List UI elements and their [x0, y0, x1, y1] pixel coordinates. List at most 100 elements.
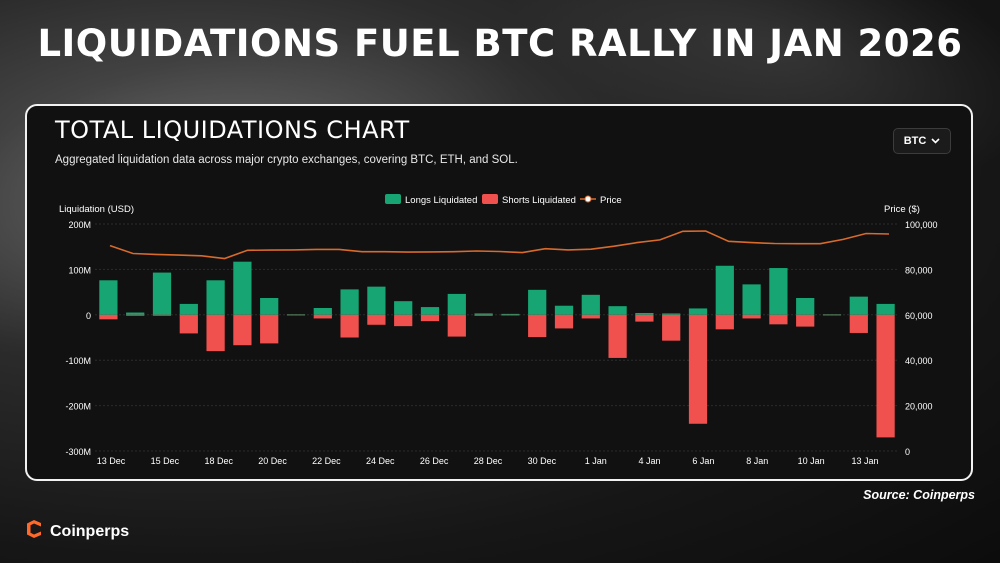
- longs-bar: [528, 289, 547, 315]
- shorts-bar: [688, 314, 708, 424]
- longs-bar: [367, 286, 386, 315]
- longs-bar: [474, 313, 493, 315]
- x-tick-label: 18 Dec: [204, 456, 233, 466]
- legend: Longs Liquidated Shorts Liquidated Price: [385, 194, 622, 206]
- longs-bar: [394, 301, 413, 315]
- legend-swatch-shorts: [482, 194, 498, 204]
- x-tick-label: 8 Jan: [746, 456, 768, 466]
- x-tick-label: 26 Dec: [420, 456, 449, 466]
- y-tick-label-right: 20,000: [905, 402, 933, 412]
- longs-bar: [286, 314, 306, 315]
- shorts-bar: [313, 314, 332, 319]
- chart-title: TOTAL LIQUIDATIONS CHART: [55, 116, 410, 144]
- x-tick-label: 13 Jan: [851, 456, 878, 466]
- brand-name: Coinperps: [50, 522, 130, 540]
- y-tick-label-left: -100M: [65, 356, 91, 366]
- x-tick-label: 15 Dec: [151, 456, 180, 466]
- shorts-bar: [849, 314, 868, 333]
- shorts-bar: [715, 314, 734, 330]
- shorts-bar: [126, 314, 145, 316]
- shorts-bar: [179, 314, 198, 334]
- x-tick-label: 13 Dec: [97, 456, 126, 466]
- y-axis-title-right: Price ($): [884, 204, 920, 215]
- legend-label-longs: Longs Liquidated: [405, 195, 477, 206]
- longs-bar: [152, 272, 172, 315]
- liquidations-chart: 200M 100,000 100M 80,000 0 60,000 -100M 40,000 -…: [59, 194, 938, 466]
- bars: [99, 261, 895, 438]
- asset-selector-label: BTC: [903, 135, 927, 147]
- longs-bar: [420, 307, 440, 315]
- source-credit: Source: Coinperps: [863, 488, 975, 502]
- longs-bar: [313, 307, 332, 315]
- y-tick-label-left: 0: [86, 311, 91, 321]
- longs-bar: [635, 312, 654, 315]
- x-tick-label: 4 Jan: [639, 456, 661, 466]
- x-tick-label: 28 Dec: [474, 456, 503, 466]
- shorts-bar: [662, 314, 681, 341]
- shorts-bar: [876, 314, 895, 438]
- x-tick-label: 6 Jan: [692, 456, 714, 466]
- shorts-bar: [233, 314, 252, 346]
- y-tick-label-left: -200M: [65, 402, 91, 412]
- shorts-bar: [581, 314, 600, 319]
- shorts-bar: [367, 314, 386, 325]
- chart-subtitle: Aggregated liquidation data across major…: [55, 154, 518, 166]
- longs-bar: [822, 314, 842, 315]
- y-tick-label-right: 80,000: [905, 265, 933, 275]
- longs-bar: [769, 268, 788, 315]
- price-line: [109, 230, 890, 260]
- longs-bar: [126, 312, 145, 315]
- longs-bar: [688, 308, 708, 315]
- shorts-bar: [608, 314, 627, 358]
- shorts-bar: [554, 314, 574, 329]
- x-tick-label: 1 Jan: [585, 456, 607, 466]
- shorts-bar: [340, 314, 359, 338]
- shorts-bar: [742, 314, 761, 319]
- shorts-bar: [99, 314, 118, 320]
- y-tick-label-left: 200M: [68, 220, 91, 230]
- longs-bar: [233, 261, 252, 315]
- longs-bar: [581, 294, 600, 315]
- longs-bar: [796, 298, 815, 315]
- longs-bar: [554, 305, 574, 315]
- longs-bar: [849, 296, 868, 315]
- longs-bar: [99, 280, 118, 315]
- grid-lines: [95, 223, 899, 452]
- legend-label-shorts: Shorts Liquidated: [502, 195, 576, 206]
- shorts-bar: [260, 314, 279, 344]
- x-tick-label: 30 Dec: [528, 456, 557, 466]
- y-tick-label-right: 0: [905, 447, 910, 457]
- chevron-down-icon: [931, 136, 940, 146]
- y-tick-label-right: 60,000: [905, 311, 933, 321]
- longs-bar: [179, 303, 198, 315]
- price-line-layer: [109, 230, 890, 260]
- legend-swatch-longs: [385, 194, 401, 204]
- longs-bar: [608, 306, 627, 315]
- shorts-bar: [501, 314, 520, 316]
- y-tick-label-right: 40,000: [905, 356, 933, 366]
- longs-bar: [742, 284, 761, 315]
- axis-text: 200M 100,000 100M 80,000 0 60,000 -100M 40,000 -…: [59, 204, 938, 466]
- shorts-bar: [474, 314, 493, 316]
- x-tick-label: 24 Dec: [366, 456, 395, 466]
- longs-bar: [715, 265, 734, 315]
- shorts-bar: [394, 314, 413, 327]
- shorts-bar: [769, 314, 788, 325]
- y-tick-label-right: 100,000: [905, 220, 938, 230]
- longs-bar: [260, 298, 279, 315]
- longs-bar: [662, 313, 681, 315]
- longs-bar: [447, 293, 466, 315]
- asset-selector[interactable]: BTC: [893, 128, 951, 154]
- legend-label-price: Price: [600, 195, 622, 206]
- longs-bar: [340, 289, 359, 315]
- y-tick-label-left: -300M: [65, 447, 91, 457]
- x-tick-label: 10 Jan: [798, 456, 825, 466]
- brand: Coinperps: [24, 519, 129, 544]
- shorts-bar: [206, 314, 225, 352]
- y-tick-label-left: 100M: [68, 265, 91, 275]
- longs-bar: [876, 303, 895, 315]
- shorts-bar: [796, 314, 815, 327]
- shorts-bar: [286, 314, 306, 316]
- chart-card: TOTAL LIQUIDATIONS CHART Aggregated liqu…: [25, 104, 973, 481]
- shorts-bar: [152, 314, 172, 316]
